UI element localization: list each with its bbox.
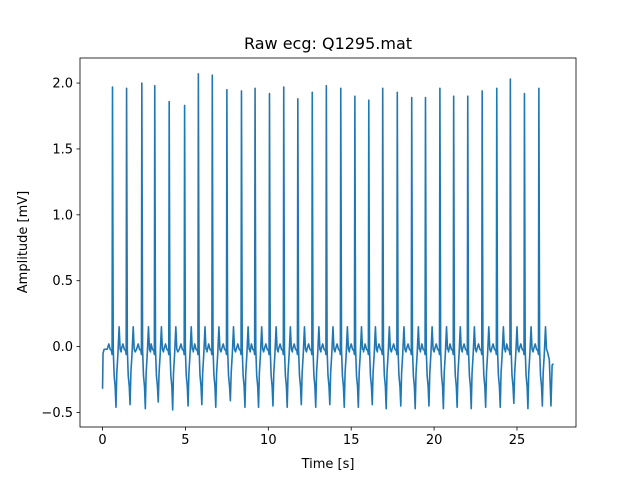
chart-title: Raw ecg: Q1295.mat — [244, 34, 412, 53]
x-axis-ticks: 0 5 10 15 20 25 — [98, 427, 525, 448]
plot-frame — [79, 57, 577, 428]
y-axis-label: Amplitude [mV] — [16, 191, 31, 293]
x-tick-label: 5 — [181, 433, 189, 448]
x-tick-label: 20 — [426, 433, 443, 448]
y-tick-label: 2.0 — [52, 77, 73, 92]
x-tick-label: 15 — [343, 433, 360, 448]
ecg-line — [101, 73, 555, 411]
x-tick-label: 25 — [509, 433, 526, 448]
y-tick-label: 0.5 — [52, 274, 73, 289]
y-tick-label: 1.5 — [52, 142, 73, 157]
y-axis-ticks: −0.5 0.0 0.5 1.0 1.5 2.0 — [41, 77, 80, 421]
y-tick-label: −0.5 — [41, 406, 73, 421]
x-tick-label: 10 — [260, 433, 277, 448]
x-axis-label: Time [s] — [301, 457, 355, 472]
x-tick-label: 0 — [98, 433, 106, 448]
y-tick-label: 1.0 — [52, 208, 73, 223]
y-tick-label: 0.0 — [52, 340, 73, 355]
